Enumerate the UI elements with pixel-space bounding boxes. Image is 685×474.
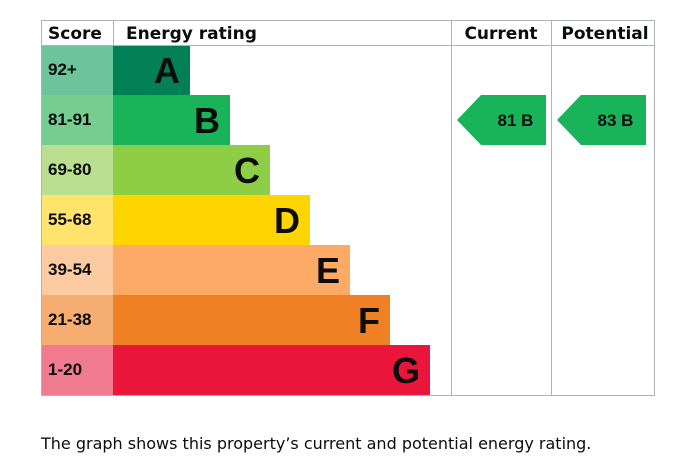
band-letter-b: B xyxy=(194,100,220,141)
score-range-a: 92+ xyxy=(48,60,77,79)
score-cell-c xyxy=(41,145,113,195)
score-cell-g xyxy=(41,345,113,395)
band-letter-g: G xyxy=(392,350,420,391)
band-letter-a: A xyxy=(154,50,180,91)
potential-arrow xyxy=(557,95,646,145)
band-bar-b xyxy=(113,95,230,145)
energy-rating-chart: 92+ A81-91 B69-80 C55-68 D39-54 E21-38 F1-20 G … xyxy=(41,20,655,396)
score-range-f: 21-38 xyxy=(48,310,91,329)
band-bar-d xyxy=(113,195,310,245)
band-bar-c xyxy=(113,145,270,195)
current-arrow xyxy=(457,95,546,145)
table-grid xyxy=(41,20,655,396)
band-letter-c: C xyxy=(234,150,260,191)
band-bar-f xyxy=(113,295,390,345)
band-bar-e xyxy=(113,245,350,295)
chart-caption: The graph shows this property’s current … xyxy=(41,434,592,453)
score-range-b: 81-91 xyxy=(48,110,91,129)
band-letter-e: E xyxy=(316,250,340,291)
band-bar-a xyxy=(113,45,190,95)
band-letter-d: D xyxy=(274,200,300,241)
band-bar-g xyxy=(113,345,430,395)
score-range-c: 69-80 xyxy=(48,160,91,179)
score-header: Score xyxy=(48,24,102,44)
score-range-d: 55-68 xyxy=(48,210,91,229)
band-letter-f: F xyxy=(358,300,380,341)
score-cell-a xyxy=(41,45,113,95)
rating-bars: 92+ A 81-91 B 69-80 C 55-68 D 39-54 E 21-38 F 1-20 G xyxy=(41,45,430,395)
potential-rating-label: 83 B xyxy=(598,111,634,130)
energy-rating-header: Energy rating xyxy=(126,24,257,44)
potential-rating: 83 B xyxy=(557,95,646,145)
score-range-g: 1-20 xyxy=(48,360,82,379)
score-cell-f xyxy=(41,295,113,345)
score-cell-e xyxy=(41,245,113,295)
score-cell-b xyxy=(41,95,113,145)
current-rating-label: 81 B xyxy=(498,111,534,130)
current-rating: 81 B xyxy=(457,95,546,145)
header-row: Score Energy rating Current Potential xyxy=(48,24,649,44)
score-cell-d xyxy=(41,195,113,245)
score-range-e: 39-54 xyxy=(48,260,92,279)
potential-header: Potential xyxy=(561,24,648,44)
current-header: Current xyxy=(464,24,537,44)
